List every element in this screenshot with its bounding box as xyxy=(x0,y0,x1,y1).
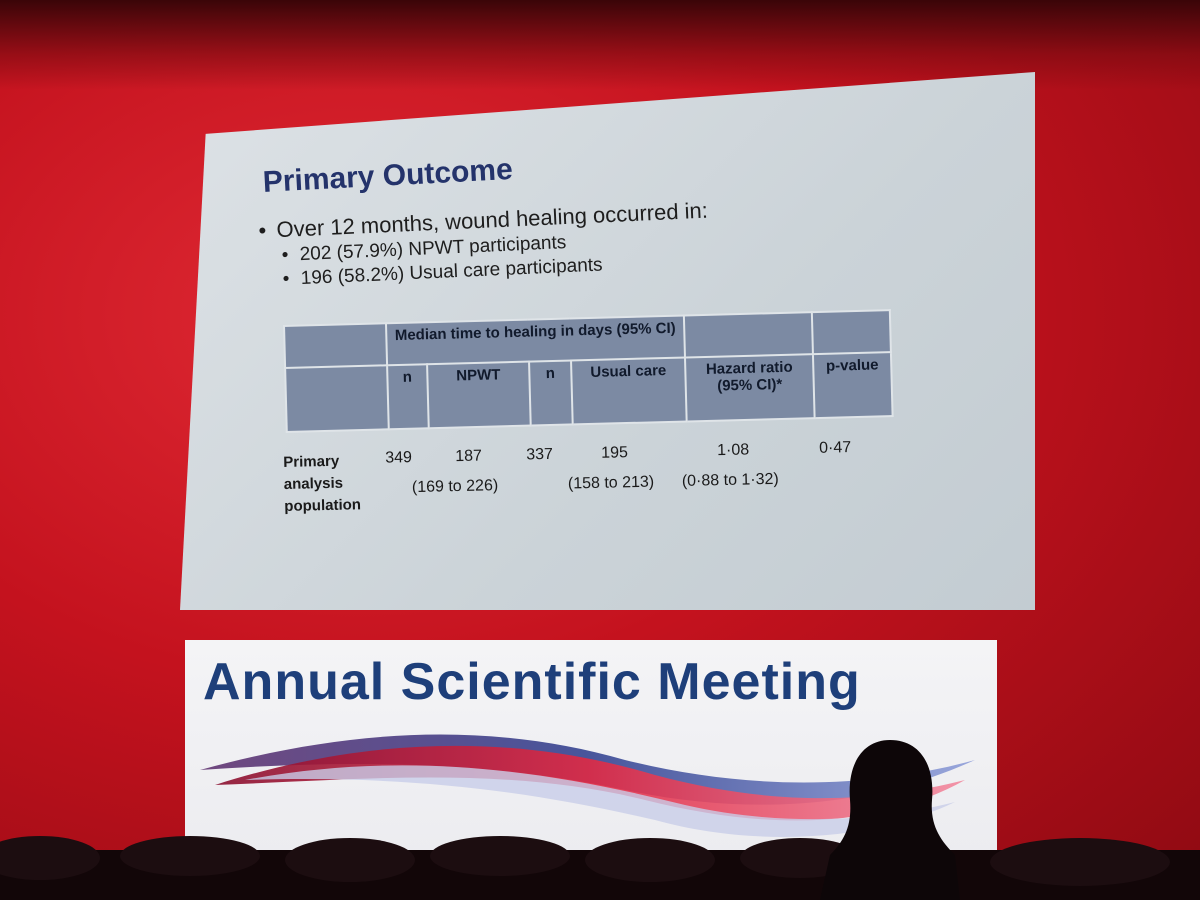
table-header-n2: n xyxy=(529,360,573,426)
table-header-blank xyxy=(284,323,388,368)
table-header-blank xyxy=(285,365,389,432)
cell-hazard-ratio-ci: (0·88 to 1·32) xyxy=(681,470,779,490)
cell-n1: 349 xyxy=(385,449,413,467)
table-header-n1: n xyxy=(387,364,429,430)
table-header-npwt: NPWT xyxy=(427,361,531,429)
banner-title: Annual Scientific Meeting xyxy=(203,653,861,711)
cell-usual-care-ci: (158 to 213) xyxy=(567,473,655,493)
cell-hazard-ratio: 1·08 xyxy=(716,441,750,460)
table-row: Primary analysis population 349 187 (169… xyxy=(283,434,885,523)
wave-logo-icon xyxy=(200,734,975,837)
auditorium-seats xyxy=(0,836,1200,900)
cell-usual-care: 195 xyxy=(601,444,629,462)
table-header-hazard-ratio: Hazard ratio (95% CI)* xyxy=(684,354,815,422)
table-header-p-value: p-value xyxy=(812,352,893,419)
table-header-blank xyxy=(811,310,891,355)
table-header-usual-care: Usual care xyxy=(571,357,687,425)
table-header-blank xyxy=(683,312,813,358)
cell-npwt-ci: (169 to 226) xyxy=(411,477,499,497)
cell-npwt: 187 xyxy=(455,447,483,466)
audience-silhouette xyxy=(820,740,960,900)
results-table: Median time to healing in days (95% CI) … xyxy=(283,309,894,433)
cell-n2: 337 xyxy=(526,445,554,464)
row-label: Primary analysis population xyxy=(283,452,362,515)
cell-p-value: 0·47 xyxy=(818,439,852,457)
